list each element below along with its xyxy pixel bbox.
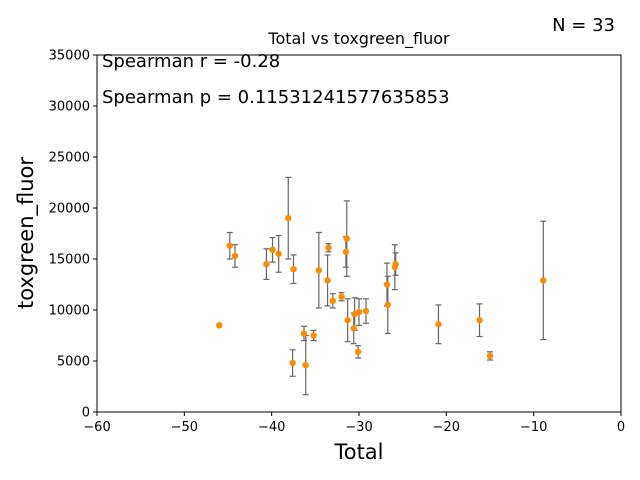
data-point: [231, 252, 239, 260]
x-axis-label: Total: [333, 440, 383, 464]
data-point: [263, 260, 270, 268]
x-tick-label: −20: [433, 420, 460, 435]
y-tick-label: 10000: [49, 304, 90, 319]
data-point: [540, 277, 547, 284]
data-point: [355, 308, 363, 316]
y-tick-label: 20000: [49, 202, 90, 217]
y-axis: 0 5000 10000 15000 20000 25000 30000 35000: [49, 49, 97, 421]
n-count-annotation: N = 33: [552, 15, 615, 36]
data-point: [338, 293, 345, 300]
data-point: [350, 325, 357, 332]
data-point: [302, 361, 309, 369]
data-point: [329, 297, 336, 305]
data-point: [269, 246, 276, 254]
y-tick-label: 0: [82, 406, 90, 421]
data-point: [486, 352, 494, 360]
data-point: [285, 215, 292, 222]
data-point: [344, 317, 351, 324]
data-point: [384, 301, 392, 309]
y-tick-label: 5000: [57, 355, 90, 370]
data-point: [324, 277, 331, 284]
data-point: [315, 267, 323, 274]
data-point: [325, 244, 332, 251]
y-tick-label: 30000: [49, 100, 90, 115]
data-point: [392, 260, 399, 268]
x-tick-label: −30: [345, 420, 372, 435]
chart-title: Total vs toxgreen_fluor: [267, 29, 450, 49]
data-point: [383, 281, 391, 288]
data-point: [216, 322, 223, 329]
x-tick-label: −40: [258, 420, 285, 435]
x-tick-label: −10: [520, 420, 547, 435]
data-point: [342, 248, 350, 256]
spearman-p-annotation: Spearman p = 0.11531241577635853: [102, 87, 450, 108]
data-point: [354, 348, 362, 356]
y-axis-label: toxgreen_fluor: [14, 157, 39, 309]
y-tick-label: 25000: [49, 151, 90, 166]
data-point: [343, 235, 350, 242]
x-tick-label: 0: [617, 420, 625, 435]
y-tick-label: 15000: [49, 253, 90, 268]
x-tick-label: −50: [171, 420, 198, 435]
x-tick-label: −60: [83, 420, 110, 435]
data-point: [310, 332, 317, 339]
marker-layer: [216, 215, 547, 369]
data-point: [300, 330, 308, 337]
plot-area: [96, 54, 622, 413]
x-axis: −60 −50 −40 −30 −20 −10 0: [83, 412, 625, 435]
spearman-r-annotation: Spearman r = -0.28: [102, 51, 280, 72]
data-point: [275, 250, 282, 258]
data-point: [362, 307, 370, 315]
y-tick-label: 35000: [49, 49, 90, 64]
data-point: [289, 359, 296, 367]
data-point: [290, 266, 297, 273]
data-point: [226, 242, 233, 249]
data-point: [476, 317, 483, 324]
data-point: [435, 321, 442, 328]
